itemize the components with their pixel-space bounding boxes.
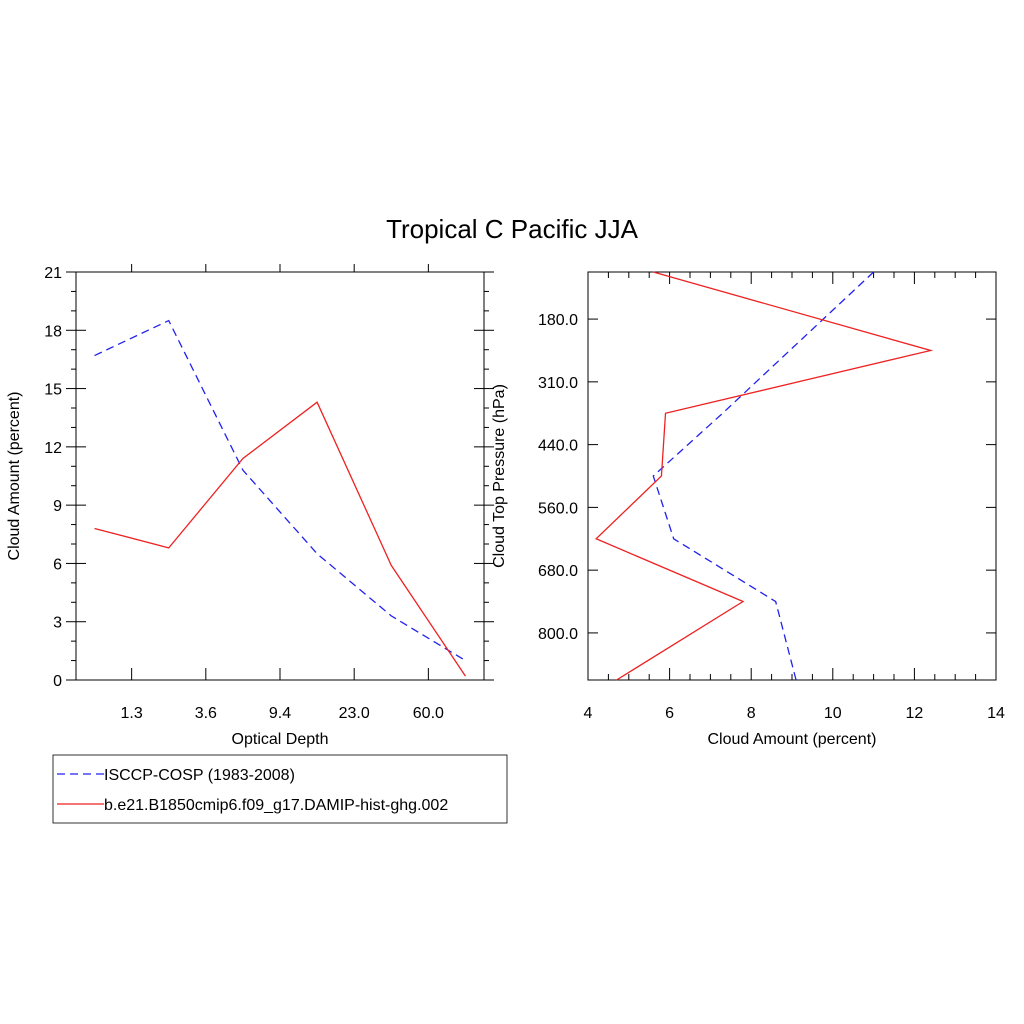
right-y-tick-label: 560.0	[538, 500, 578, 517]
left-y-tick-label: 15	[44, 382, 62, 399]
left-y-tick-label: 21	[44, 265, 62, 282]
left-x-tick-label: 9.4	[269, 705, 291, 722]
left-ticks: 1.3 3.6 9.4 23.0 60.0 0 3 6 9 12 15 18 21	[44, 264, 494, 722]
left-series-obs-line	[94, 319, 466, 662]
right-y-tick-label: 800.0	[538, 626, 578, 643]
right-y-tick-label: 310.0	[538, 375, 578, 392]
left-y-tick-label: 6	[53, 556, 62, 573]
left-x-tick-label: 1.3	[121, 705, 143, 722]
right-y-axis-label: Cloud Top Pressure (hPa)	[491, 384, 508, 568]
right-x-tick-label: 4	[584, 705, 593, 722]
right-y-tick-label: 680.0	[538, 563, 578, 580]
right-x-axis-label: Cloud Amount (percent)	[708, 731, 877, 748]
right-x-tick-label: 12	[906, 705, 924, 722]
legend-label-obs: ISCCP-COSP (1983-2008)	[104, 767, 295, 784]
right-series-obs-line	[652, 271, 875, 681]
right-x-tick-label: 10	[824, 705, 842, 722]
left-x-tick-label: 60.0	[413, 705, 444, 722]
right-ticks: 4 6 8 10 12 14 180.0 310.0 440.0 560.0 680.0 800.0	[538, 272, 1005, 722]
left-series-model-line	[94, 401, 466, 677]
chart-title: Tropical C Pacific JJA	[386, 214, 639, 244]
left-lines	[94, 319, 466, 677]
left-y-tick-label: 0	[53, 673, 62, 690]
right-x-tick-label: 6	[665, 705, 674, 722]
right-panel: 4 6 8 10 12 14180.0310.0440.0560.0680.0800.0 …	[491, 271, 1005, 748]
left-plot-frame	[75, 271, 485, 681]
left-x-axis-label: Optical Depth	[232, 731, 329, 748]
right-lines	[595, 271, 934, 681]
right-series-model-line	[595, 271, 934, 681]
right-y-tick-label: 440.0	[538, 438, 578, 455]
right-plot-frame	[587, 271, 997, 681]
legend: ISCCP-COSP (1983-2008) b.e21.B1850cmip6.…	[52, 754, 508, 824]
right-x-tick-label: 14	[987, 705, 1005, 722]
left-y-tick-label: 12	[44, 440, 62, 457]
right-y-tick-label: 180.0	[538, 312, 578, 329]
left-x-tick-label: 23.0	[339, 705, 370, 722]
left-y-axis-label: Cloud Amount (percent)	[6, 392, 23, 561]
left-y-tick-label: 9	[53, 498, 62, 515]
left-x-tick-label: 3.6	[195, 705, 217, 722]
left-y-tick-label: 3	[53, 615, 62, 632]
legend-label-model: b.e21.B1850cmip6.f09_g17.DAMIP-hist-ghg.…	[104, 797, 448, 814]
legend-box	[52, 754, 508, 824]
right-x-tick-label: 8	[747, 705, 756, 722]
left-panel: 1.3 3.6 9.4 23.0 60.0 0 3 6 9 12 15 18 21 Optical De…	[6, 264, 494, 748]
left-y-tick-label: 18	[44, 323, 62, 340]
